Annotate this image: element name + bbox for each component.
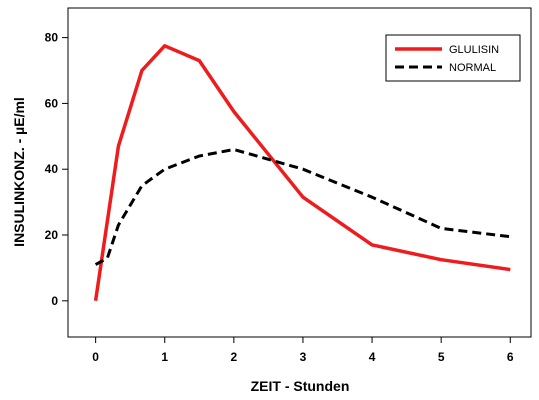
y-axis-title: INSULINKONZ. - µE/ml xyxy=(11,97,27,247)
y-tick-label: 60 xyxy=(45,96,59,110)
series-line-normal xyxy=(94,148,511,266)
legend-box xyxy=(385,34,521,82)
y-tick-label: 20 xyxy=(45,228,59,242)
x-tick-label: 6 xyxy=(507,350,514,364)
x-tick-label: 2 xyxy=(231,350,238,364)
x-tick-label: 0 xyxy=(92,350,99,364)
y-tick-label: 0 xyxy=(51,294,58,308)
series-layer xyxy=(93,44,511,302)
x-tick-label: 3 xyxy=(300,350,307,364)
y-tick-label: 80 xyxy=(45,31,59,45)
x-tick-label: 5 xyxy=(438,350,445,364)
legend-label-glulisin: GLULISIN xyxy=(449,44,499,56)
x-axis-title: ZEIT - Stunden xyxy=(251,378,350,394)
plot-frame xyxy=(67,7,532,338)
x-tick-label: 1 xyxy=(161,350,168,364)
legend: GLULISIN NORMAL xyxy=(385,34,521,82)
legend-label-normal: NORMAL xyxy=(449,62,496,74)
y-tick-label: 40 xyxy=(45,162,59,176)
series-line-glulisin xyxy=(93,44,511,302)
x-tick-label: 4 xyxy=(369,350,376,364)
